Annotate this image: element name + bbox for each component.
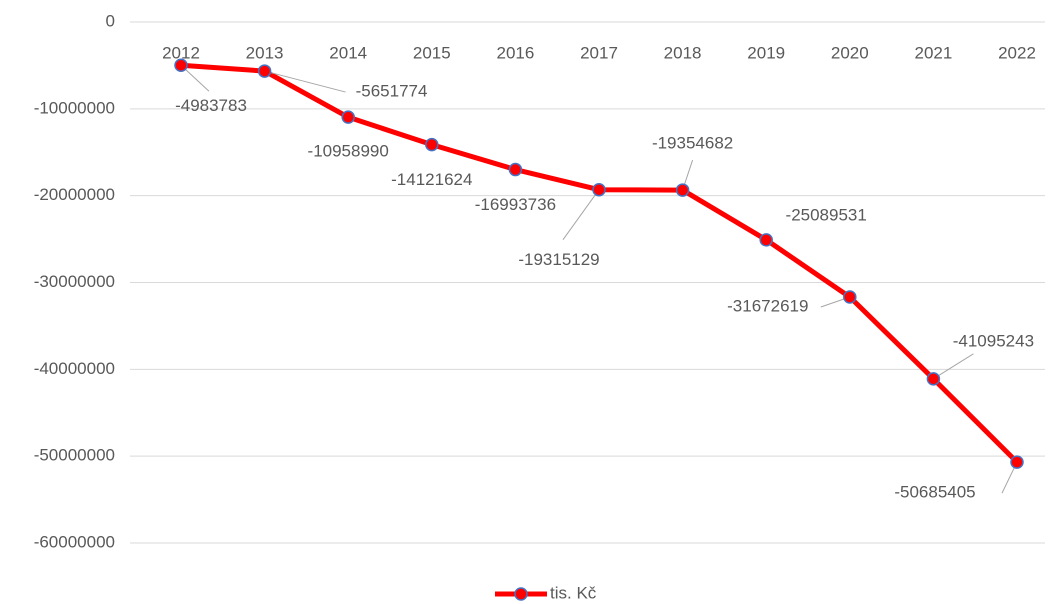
x-tick-label: 2012 [162, 43, 200, 62]
marker [592, 182, 606, 197]
data-label: -10958990 [308, 142, 389, 161]
marker [759, 233, 773, 247]
marker [508, 162, 523, 177]
y-tick-label: -60000000 [34, 532, 115, 551]
x-tick-label: 2021 [914, 43, 952, 62]
data-label: -50685405 [894, 483, 975, 502]
marker [1010, 455, 1024, 469]
y-tick-label: 0 [106, 11, 115, 30]
x-tick-label: 2013 [246, 43, 284, 62]
legend-marker [514, 587, 528, 601]
y-tick-label: -50000000 [34, 446, 115, 465]
x-tick-label: 2020 [831, 43, 869, 62]
data-label: -4983783 [175, 96, 247, 115]
x-tick-label: 2022 [998, 43, 1036, 62]
x-tick-label: 2019 [747, 43, 785, 62]
marker [675, 183, 690, 197]
marker [425, 137, 439, 152]
leader-line [933, 353, 974, 380]
y-tick-label: -30000000 [34, 272, 115, 291]
y-tick-label: -20000000 [34, 185, 115, 204]
marker [341, 110, 355, 124]
data-label: -5651774 [356, 82, 428, 101]
data-label: -25089531 [786, 205, 867, 224]
x-tick-label: 2017 [580, 43, 618, 62]
marker [174, 58, 188, 73]
data-label: -16993736 [475, 195, 556, 214]
data-label: -19315129 [518, 250, 599, 269]
x-tick-label: 2018 [664, 43, 702, 62]
marker [257, 64, 272, 78]
data-label: -31672619 [727, 297, 808, 316]
y-tick-label: -10000000 [34, 98, 115, 117]
x-tick-label: 2016 [496, 43, 534, 62]
data-label: -19354682 [652, 134, 733, 153]
x-tick-label: 2014 [329, 43, 367, 62]
x-tick-label: 2015 [413, 43, 451, 62]
data-label: -14121624 [391, 170, 472, 189]
y-tick-label: -40000000 [34, 359, 115, 378]
marker [926, 372, 941, 386]
legend-label: tis. Kč [550, 583, 597, 602]
leader-line [268, 71, 346, 93]
data-label: -41095243 [953, 331, 1034, 350]
leader-line [562, 189, 600, 241]
marker [843, 290, 857, 304]
